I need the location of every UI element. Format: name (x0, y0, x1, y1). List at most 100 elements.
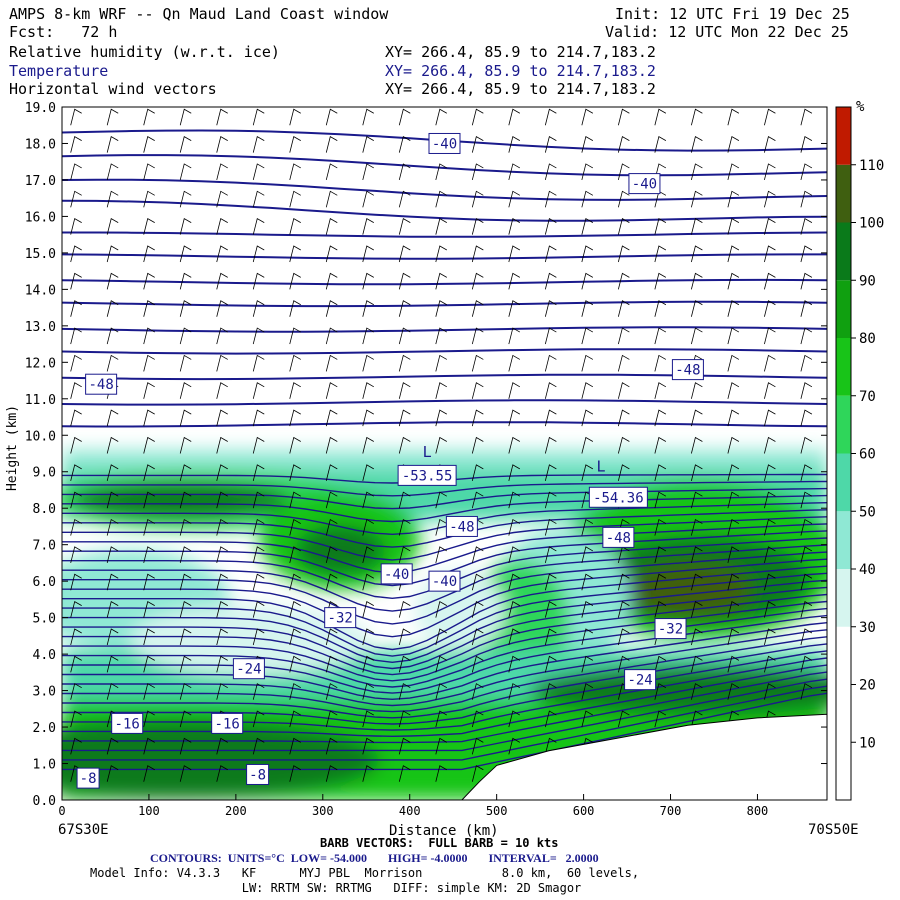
wind-barb (179, 518, 192, 536)
y-tick-label: 0.0 (33, 794, 56, 809)
field-name-wind: Horizontal wind vectors (9, 80, 217, 98)
wind-barb (764, 573, 776, 591)
wind-barb (800, 601, 813, 618)
wind-barb (143, 163, 155, 181)
wind-barb (143, 765, 155, 782)
wind-barb (325, 190, 338, 208)
wind-barb (216, 409, 228, 427)
wind-barb (581, 601, 594, 618)
wind-barb (106, 518, 119, 536)
wind-barb (325, 573, 338, 591)
wind-barb (216, 491, 228, 509)
wind-barb (289, 218, 301, 235)
wind-barb (544, 546, 557, 564)
contour-label-box (232, 658, 265, 680)
isotherm-line (62, 348, 827, 355)
isotherm-line (62, 593, 827, 676)
colorbar-tick-label: 50 (859, 504, 876, 520)
wind-barb (143, 382, 155, 399)
wind-barb (325, 464, 338, 481)
wind-barb (289, 436, 301, 454)
wind-barb (325, 163, 338, 181)
x-tick-label: 500 (486, 804, 508, 818)
wind-barb (106, 655, 119, 673)
wind-barb (508, 409, 521, 427)
wind-barb (581, 683, 594, 700)
y-tick-label: 13.0 (25, 320, 56, 335)
wind-barb (179, 601, 192, 618)
wind-barb (252, 491, 265, 509)
wind-barb (325, 546, 338, 564)
wind-barb (143, 135, 155, 153)
wind-barb (800, 300, 813, 317)
contour-label-box (602, 526, 635, 548)
isotherm-line (62, 671, 827, 744)
wind-barb (581, 300, 594, 317)
wind-barb (252, 272, 265, 290)
isotherm-line (62, 558, 827, 638)
wind-barb (690, 327, 703, 345)
wind-barb (362, 190, 374, 208)
wind-barb (508, 436, 521, 454)
wind-barb (764, 464, 776, 481)
wind-barb (362, 300, 374, 317)
wind-barb (143, 601, 155, 618)
wind-barb (471, 382, 484, 399)
wind-barb (727, 464, 740, 481)
colorbar-swatch (836, 395, 851, 454)
wind-barb (106, 354, 119, 372)
wind-barb (471, 163, 484, 181)
wind-barb (654, 108, 667, 126)
wind-barb (471, 354, 484, 372)
wind-barb (727, 683, 740, 700)
wind-barb (398, 245, 411, 263)
y-tick-label: 3.0 (33, 685, 56, 700)
contour-label: -8 (249, 767, 266, 783)
wind-barb (398, 218, 411, 235)
wind-barb (581, 190, 594, 208)
wind-barb (544, 108, 557, 126)
wind-barb (654, 300, 667, 317)
y-tick-label: 11.0 (25, 393, 56, 408)
wind-barb (70, 218, 82, 235)
wind-barb (800, 135, 813, 153)
wind-barb (690, 436, 703, 454)
wind-barb (727, 135, 740, 153)
colorbar-tick-label: 20 (859, 678, 876, 694)
wind-barb (544, 382, 557, 399)
wind-barb (544, 272, 557, 290)
wind-barb (398, 163, 411, 181)
colorbar-tick-label: 60 (859, 447, 876, 463)
isotherm-line (62, 692, 827, 771)
wind-barb (471, 573, 484, 591)
wind-barb (70, 464, 82, 481)
wind-barb (654, 491, 667, 509)
isotherm-line (62, 421, 827, 428)
wind-barb (216, 601, 228, 618)
wind-barb (435, 546, 448, 564)
wind-barb (654, 464, 667, 481)
wind-barb (544, 163, 557, 181)
wind-barb (106, 135, 119, 153)
wind-barb (581, 272, 594, 290)
wind-barb (289, 245, 301, 263)
contour-label: -48 (675, 363, 700, 379)
wind-barb (106, 163, 119, 181)
wind-barb (435, 491, 448, 509)
wind-barb (508, 628, 521, 646)
wind-barb (362, 518, 374, 536)
wind-barb (252, 245, 265, 263)
wind-barb (764, 655, 776, 673)
wind-barb (690, 491, 703, 509)
wind-barb (398, 683, 411, 700)
wind-barb (179, 218, 192, 235)
wind-barb (325, 135, 338, 153)
wind-barb (362, 245, 374, 263)
wind-barb (325, 108, 338, 126)
wind-barb (216, 272, 228, 290)
wind-barb (544, 737, 557, 755)
wind-barb (435, 218, 448, 235)
wind-barb (216, 300, 228, 317)
isotherm-line (62, 650, 827, 725)
wind-barb (508, 382, 521, 399)
